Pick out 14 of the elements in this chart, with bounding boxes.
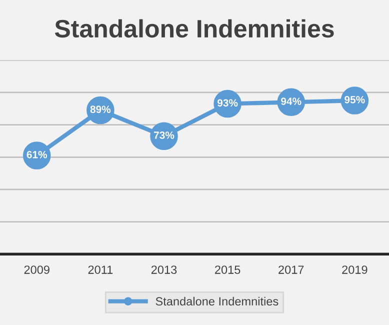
x-tick-label: 2015 bbox=[215, 266, 240, 274]
legend-label: Standalone Indemnities bbox=[156, 296, 278, 306]
data-label: 95% bbox=[344, 96, 365, 104]
x-tick-label: 2009 bbox=[24, 266, 50, 274]
x-tick-label: 2013 bbox=[151, 266, 177, 274]
x-tick-label: 2019 bbox=[342, 266, 368, 274]
data-label: 61% bbox=[26, 150, 48, 158]
data-label: 73% bbox=[154, 132, 174, 139]
data-label: 94% bbox=[281, 98, 302, 105]
data-label: 89% bbox=[90, 106, 111, 114]
x-tick-label: 2017 bbox=[278, 266, 304, 274]
x-tick-label: 2011 bbox=[88, 266, 113, 274]
data-label: 93% bbox=[217, 99, 238, 107]
chart-title: Standalone Indemnities bbox=[54, 19, 334, 38]
